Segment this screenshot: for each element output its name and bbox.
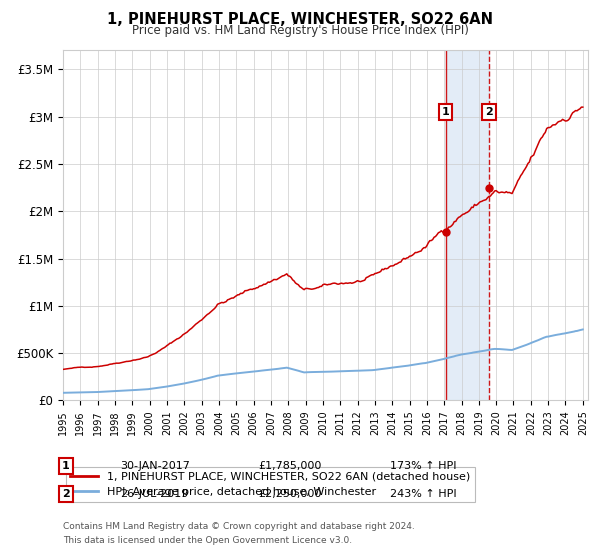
Text: £1,785,000: £1,785,000 [258, 461, 322, 471]
Bar [446, 50, 489, 400]
Text: 2: 2 [62, 489, 70, 499]
Text: 1: 1 [442, 107, 449, 117]
Text: 30-JAN-2017: 30-JAN-2017 [120, 461, 190, 471]
Text: This data is licensed under the Open Government Licence v3.0.: This data is licensed under the Open Gov… [63, 536, 352, 545]
Text: 1, PINEHURST PLACE, WINCHESTER, SO22 6AN: 1, PINEHURST PLACE, WINCHESTER, SO22 6AN [107, 12, 493, 27]
Text: 173% ↑ HPI: 173% ↑ HPI [390, 461, 457, 471]
Text: 2: 2 [485, 107, 493, 117]
Text: Contains HM Land Registry data © Crown copyright and database right 2024.: Contains HM Land Registry data © Crown c… [63, 522, 415, 531]
Text: Price paid vs. HM Land Registry's House Price Index (HPI): Price paid vs. HM Land Registry's House … [131, 24, 469, 36]
Text: 26-JUL-2019: 26-JUL-2019 [120, 489, 188, 499]
Text: 1: 1 [62, 461, 70, 471]
Legend: 1, PINEHURST PLACE, WINCHESTER, SO22 6AN (detached house), HPI: Average price, d: 1, PINEHURST PLACE, WINCHESTER, SO22 6AN… [66, 467, 475, 502]
Text: £2,250,000: £2,250,000 [258, 489, 322, 499]
Text: 243% ↑ HPI: 243% ↑ HPI [390, 489, 457, 499]
